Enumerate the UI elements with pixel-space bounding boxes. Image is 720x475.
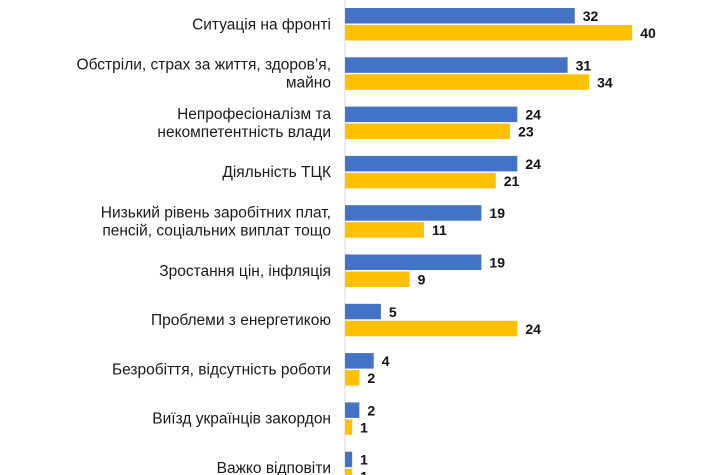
value-label-series-2-1: 40 xyxy=(640,25,656,41)
category-label-line: Зростання цін, інфляція xyxy=(159,263,331,280)
category-label-line: Проблеми з енергетикою xyxy=(151,312,331,329)
value-label-series-1-9: 2 xyxy=(367,402,375,418)
bar-series-1-1 xyxy=(345,8,575,24)
value-label-series-1-2: 31 xyxy=(576,57,592,73)
bar-series-1-10 xyxy=(345,451,353,468)
category-label-line: пенсій, соціальних виплат тощо xyxy=(102,222,331,239)
category-label-6: Зростання цін, інфляція xyxy=(159,263,331,280)
bar-series-1-5 xyxy=(345,205,482,221)
bar-series-1-8 xyxy=(345,353,374,369)
category-label-line: Важко відповіти xyxy=(217,460,331,475)
bar-series-1-4 xyxy=(345,155,518,172)
bar-series-2-1 xyxy=(345,25,633,41)
bar-series-1-9 xyxy=(345,402,360,418)
labels-group: Ситуація на фронті 32 40 Обстріли, страх за… xyxy=(77,8,656,475)
bar-series-2-10 xyxy=(345,468,353,475)
bar-series-2-4 xyxy=(345,172,496,189)
value-label-series-2-3: 23 xyxy=(518,124,534,140)
bar-series-2-3 xyxy=(345,123,511,140)
category-label-line: Безробіття, відсутність роботи xyxy=(112,361,331,378)
category-label-line: Виїзд українців закордон xyxy=(152,411,331,428)
bar-series-2-7 xyxy=(345,320,518,337)
bar-series-2-9 xyxy=(345,419,353,435)
value-label-series-2-5: 11 xyxy=(432,222,447,238)
value-label-series-1-5: 19 xyxy=(489,205,505,221)
value-label-series-1-8: 4 xyxy=(382,353,390,369)
category-label-1: Ситуація на фронті xyxy=(192,16,331,33)
category-label-10: Важко відповіти xyxy=(217,460,331,475)
value-label-series-1-10: 1 xyxy=(360,452,368,468)
bar-series-1-6 xyxy=(345,254,482,270)
value-label-series-2-8: 2 xyxy=(367,370,375,386)
bar-series-2-6 xyxy=(345,271,410,287)
value-label-series-1-1: 32 xyxy=(583,8,599,24)
bar-series-1-3 xyxy=(345,106,518,123)
bar-series-2-2 xyxy=(345,74,590,90)
category-label-8: Безробіття, відсутність роботи xyxy=(112,361,331,378)
value-label-series-1-6: 19 xyxy=(489,255,505,271)
value-label-series-1-3: 24 xyxy=(525,107,541,123)
category-label-line: Обстріли, страх за життя, здоров’я, xyxy=(77,57,331,74)
value-label-series-2-6: 9 xyxy=(418,272,426,288)
value-label-series-2-4: 21 xyxy=(504,173,520,189)
bars-group xyxy=(345,8,633,475)
category-label-line: Ситуація на фронті xyxy=(192,16,331,33)
category-label-5: Низький рівень заробітних плат, пенсій, с… xyxy=(101,204,331,239)
category-label-line: Непрофесіоналізм та xyxy=(177,106,331,123)
category-label-7: Проблеми з енергетикою xyxy=(151,312,331,329)
value-label-series-2-10: 1 xyxy=(360,469,368,475)
value-label-series-2-9: 1 xyxy=(360,419,368,435)
bar-series-2-5 xyxy=(345,222,424,238)
value-label-series-2-7: 24 xyxy=(525,321,541,337)
value-label-series-1-4: 24 xyxy=(525,156,541,172)
category-label-line: Низький рівень заробітних плат, xyxy=(101,204,331,221)
category-label-line: Діяльність ТЦК xyxy=(222,164,331,181)
value-label-series-1-7: 5 xyxy=(389,304,397,320)
bar-series-2-8 xyxy=(345,370,360,386)
category-label-line: некомпетентність влади xyxy=(157,124,331,141)
value-label-series-2-2: 34 xyxy=(597,74,613,90)
category-label-4: Діяльність ТЦК xyxy=(222,164,331,181)
category-label-3: Непрофесіоналізм та некомпетентність влад… xyxy=(157,106,331,141)
bar-series-1-7 xyxy=(345,303,381,320)
bar-series-1-2 xyxy=(345,57,568,73)
category-label-9: Виїзд українців закордон xyxy=(152,411,331,428)
category-label-2: Обстріли, страх за життя, здоров’я, майно xyxy=(77,57,331,92)
category-label-line: майно xyxy=(286,75,331,92)
